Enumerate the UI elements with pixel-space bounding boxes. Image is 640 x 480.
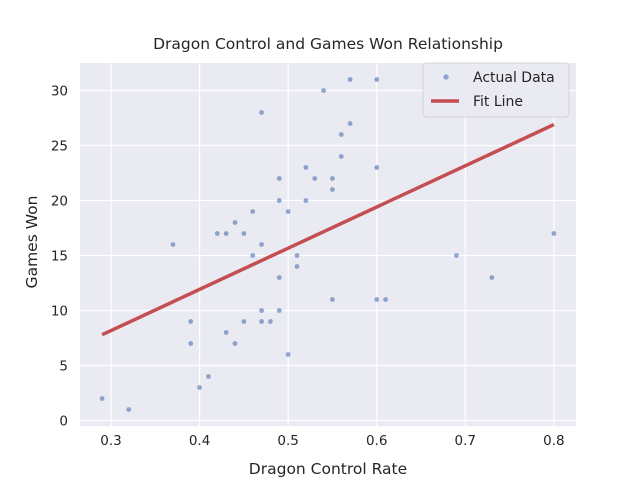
- data-point: [338, 132, 344, 137]
- legend: Actual Data Fit Line: [422, 62, 570, 118]
- data-point: [276, 275, 282, 280]
- legend-label-actual-data: Actual Data: [473, 70, 555, 86]
- data-point: [188, 341, 194, 346]
- data-point: [214, 231, 220, 236]
- data-point: [259, 242, 264, 247]
- y-tick-label: 5: [59, 359, 68, 375]
- data-point: [374, 165, 380, 170]
- y-tick-labels: 0 5 10 15 20 25 30: [51, 84, 68, 430]
- data-point: [259, 319, 264, 324]
- data-point: [250, 253, 256, 258]
- data-point: [223, 231, 229, 236]
- data-point: [347, 77, 353, 82]
- data-point: [312, 176, 318, 181]
- data-point: [250, 209, 256, 214]
- data-point: [330, 176, 335, 181]
- data-point: [330, 297, 335, 302]
- x-tick-labels: 0.3 0.4 0.5 0.6 0.7 0.8: [100, 433, 564, 449]
- legend-label-fit-line: Fit Line: [473, 94, 523, 110]
- data-point: [383, 297, 388, 302]
- x-tick-label: 0.6: [366, 433, 387, 449]
- data-point: [206, 374, 211, 379]
- data-point: [347, 121, 353, 126]
- fit-line: [101, 123, 555, 337]
- data-point: [259, 110, 264, 115]
- data-point: [241, 319, 247, 324]
- data-point: [303, 198, 309, 203]
- data-point: [454, 253, 459, 258]
- y-tick-label: 15: [51, 249, 68, 265]
- data-point: [223, 330, 229, 335]
- y-tick-label: 10: [51, 304, 68, 320]
- fit-line-layer: [101, 123, 555, 337]
- data-point: [170, 242, 176, 247]
- data-point: [276, 308, 282, 313]
- data-point: [374, 297, 380, 302]
- chart-title: Dragon Control and Games Won Relationshi…: [153, 35, 503, 53]
- data-point: [126, 407, 132, 412]
- data-point: [241, 231, 247, 236]
- data-points: [99, 77, 557, 412]
- data-point: [197, 385, 202, 390]
- data-point: [99, 396, 105, 401]
- y-tick-label: 30: [51, 84, 68, 100]
- data-point: [259, 308, 264, 313]
- y-axis-label: Games Won: [23, 196, 41, 289]
- data-point: [489, 275, 495, 280]
- grid: [80, 63, 576, 426]
- x-tick-label: 0.4: [189, 433, 210, 449]
- data-point: [276, 198, 282, 203]
- x-tick-label: 0.3: [100, 433, 121, 449]
- data-point: [294, 264, 300, 269]
- x-tick-label: 0.7: [455, 433, 476, 449]
- data-point: [232, 341, 238, 346]
- y-tick-label: 0: [59, 414, 68, 430]
- data-point: [276, 176, 282, 181]
- x-tick-label: 0.5: [277, 433, 298, 449]
- y-tick-label: 25: [51, 139, 68, 155]
- x-axis-label: Dragon Control Rate: [249, 460, 407, 478]
- data-point: [294, 253, 300, 258]
- data-point: [188, 319, 194, 324]
- data-point: [285, 352, 291, 357]
- x-tick-label: 0.8: [543, 433, 564, 449]
- legend-box: [422, 62, 570, 118]
- data-point: [285, 209, 291, 214]
- data-point: [232, 220, 238, 225]
- data-point: [374, 77, 380, 82]
- data-point: [268, 319, 273, 324]
- data-point: [321, 88, 326, 93]
- legend-marker-actual-data: [443, 74, 449, 80]
- data-point: [303, 165, 309, 170]
- plot-area: [80, 63, 576, 426]
- data-point: [551, 231, 557, 236]
- data-point: [330, 187, 335, 192]
- data-point: [338, 154, 344, 159]
- y-tick-label: 20: [51, 194, 68, 210]
